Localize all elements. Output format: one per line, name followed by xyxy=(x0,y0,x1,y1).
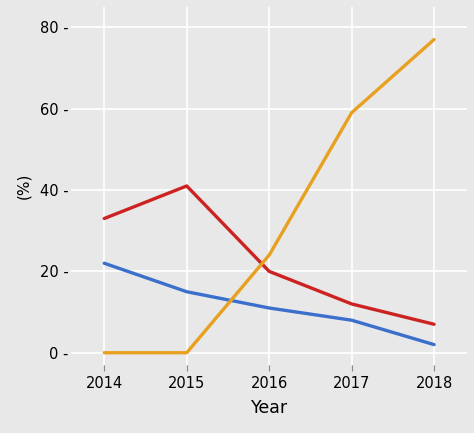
Y-axis label: (%): (%) xyxy=(17,173,31,199)
X-axis label: Year: Year xyxy=(251,399,288,417)
